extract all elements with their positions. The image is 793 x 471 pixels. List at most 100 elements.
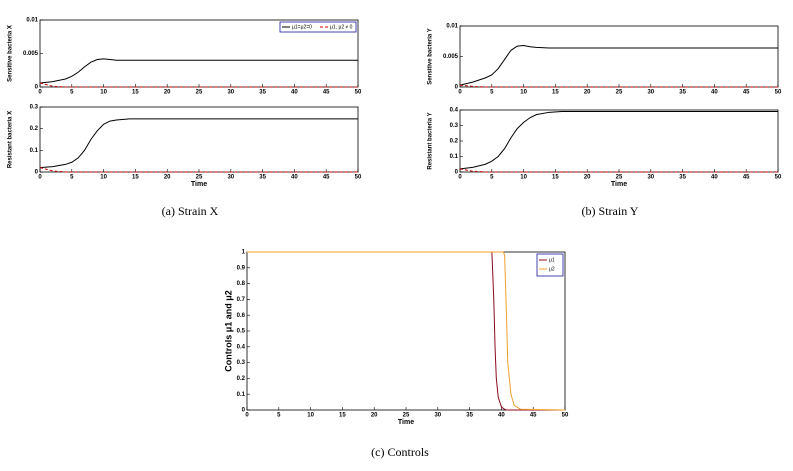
x-tick-label: 40 [291, 90, 298, 96]
y-tick-label: 1 [242, 250, 246, 256]
x-tick-label: 0 [38, 90, 42, 96]
x-tick-label: 10 [520, 175, 527, 181]
y-tick-label: 0.8 [237, 281, 246, 287]
y-tick-label: 0.4 [237, 344, 246, 350]
series-line [39, 118, 358, 169]
x-tick-label: 20 [164, 90, 171, 96]
x-tick-label: 20 [164, 175, 171, 181]
x-tick-label: 25 [196, 90, 203, 96]
x-tick-label: 25 [403, 413, 410, 419]
series-line [247, 251, 566, 411]
x-tick-label: 30 [434, 413, 441, 419]
x-tick-label: 20 [584, 90, 591, 96]
x-axis-label: Time [191, 181, 207, 188]
series-line [39, 58, 358, 84]
x-tick-label: 5 [490, 175, 494, 181]
x-tick-label: 15 [339, 413, 346, 419]
caption: (a) Strain X [162, 204, 219, 218]
x-tick-label: 40 [291, 175, 298, 181]
x-tick-label: 35 [466, 413, 473, 419]
x-tick-label: 15 [552, 175, 559, 181]
x-tick-label: 45 [743, 90, 750, 96]
y-tick-label: 0 [35, 85, 39, 91]
y-tick-label: 0.01 [446, 24, 458, 30]
y-tick-label: 0.6 [237, 313, 246, 319]
x-tick-label: 50 [562, 413, 569, 419]
caption: (b) Strain Y [582, 204, 639, 218]
y-tick-label: 0 [455, 85, 459, 91]
y-axis-label: Sensitive bacteria Y [428, 28, 434, 85]
series-line [247, 251, 565, 411]
legend-label: μ1, μ2 ≠ 0 [330, 24, 353, 30]
y-tick-label: 0.2 [450, 139, 459, 145]
x-tick-label: 40 [711, 175, 718, 181]
x-tick-label: 35 [679, 175, 686, 181]
x-tick-label: 25 [616, 175, 623, 181]
x-tick-label: 30 [227, 90, 234, 96]
y-tick-label: 0.1 [237, 392, 246, 398]
y-tick-label: 0.5 [237, 329, 246, 335]
y-tick-label: 0.3 [237, 360, 246, 366]
x-tick-label: 20 [371, 413, 378, 419]
x-tick-label: 45 [323, 90, 330, 96]
legend-label: μ1 [549, 257, 555, 263]
x-tick-label: 40 [498, 413, 505, 419]
y-tick-label: 0.2 [237, 376, 246, 382]
caption: (c) Controls [371, 445, 429, 459]
x-axis-label: Time [611, 181, 627, 188]
y-tick-label: 0.3 [450, 123, 459, 129]
x-tick-label: 0 [245, 413, 249, 419]
series-line [459, 45, 778, 86]
x-tick-label: 45 [530, 413, 537, 419]
plot-frame [459, 25, 779, 88]
x-tick-label: 10 [520, 90, 527, 96]
x-axis-label: Time [398, 419, 414, 426]
y-tick-label: 0.01 [26, 18, 38, 24]
plot-frame [246, 251, 566, 411]
y-axis-label: Resistant bacteria X [8, 111, 14, 168]
y-tick-label: 0.2 [30, 126, 39, 132]
x-tick-label: 0 [458, 175, 462, 181]
series-line [39, 167, 358, 173]
x-tick-label: 30 [647, 175, 654, 181]
x-tick-label: 35 [259, 175, 266, 181]
x-tick-label: 45 [323, 175, 330, 181]
y-tick-label: 0.1 [450, 154, 459, 160]
x-tick-label: 5 [490, 90, 494, 96]
x-tick-label: 15 [552, 90, 559, 96]
plot-frame [459, 109, 779, 173]
y-tick-label: 0.7 [237, 297, 246, 303]
series-line [39, 82, 358, 88]
y-tick-label: 0.3 [30, 105, 39, 111]
y-tick-label: 0.005 [443, 54, 459, 60]
x-tick-label: 50 [355, 90, 362, 96]
y-tick-label: 0 [455, 170, 459, 176]
x-tick-label: 0 [38, 175, 42, 181]
x-tick-label: 40 [711, 90, 718, 96]
y-tick-label: 0.4 [450, 108, 459, 114]
x-tick-label: 30 [227, 175, 234, 181]
x-tick-label: 20 [584, 175, 591, 181]
x-tick-label: 10 [100, 90, 107, 96]
x-tick-label: 10 [100, 175, 107, 181]
series-line [459, 111, 778, 170]
y-tick-label: 0 [35, 170, 39, 176]
y-axis-label: Controls μ1 and μ2 [223, 290, 233, 372]
x-tick-label: 5 [70, 90, 74, 96]
x-tick-label: 35 [259, 90, 266, 96]
x-tick-label: 15 [132, 175, 139, 181]
x-tick-label: 35 [679, 90, 686, 96]
legend-label: μ1=μ2=0 [292, 24, 312, 30]
x-tick-label: 0 [458, 90, 462, 96]
x-tick-label: 10 [307, 413, 314, 419]
legend-box [279, 21, 357, 33]
plot-frame [39, 106, 359, 173]
y-axis-label: Resistant bacteria Y [428, 112, 434, 169]
legend-label: μ2 [549, 266, 555, 272]
y-tick-label: 0.9 [237, 265, 246, 271]
x-tick-label: 30 [647, 90, 654, 96]
x-tick-label: 50 [775, 90, 782, 96]
y-tick-label: 0 [242, 408, 246, 414]
y-axis-label: Sensitive bacteria X [8, 25, 14, 82]
